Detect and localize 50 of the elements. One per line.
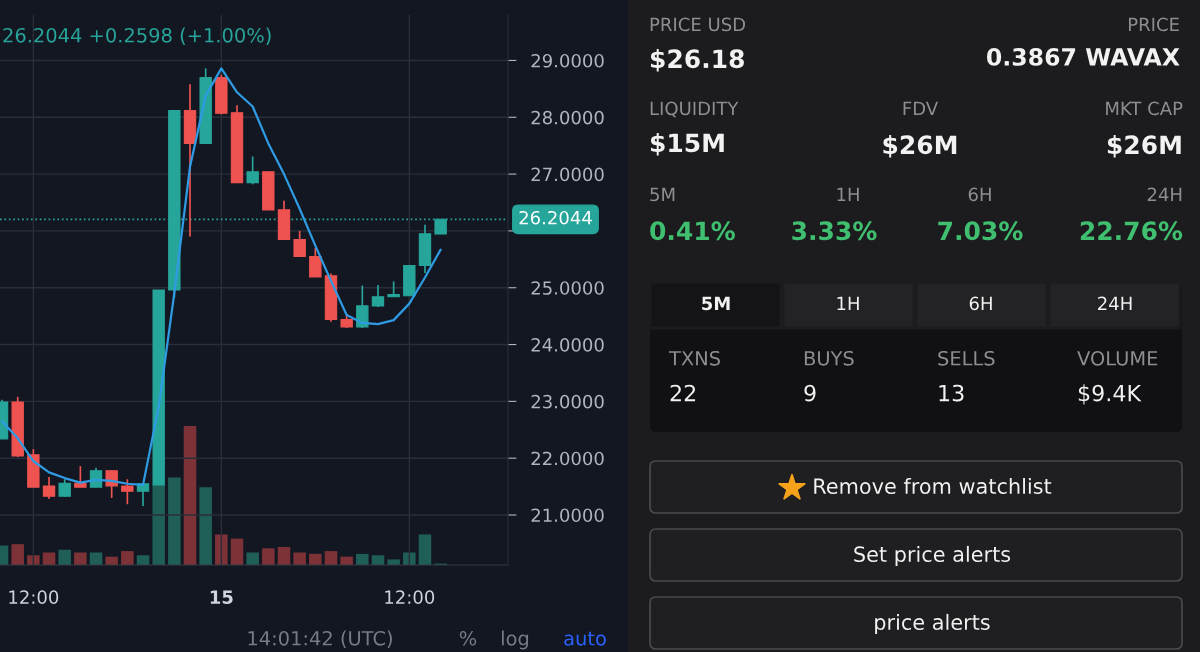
text: 13 [939,384,964,402]
x-tick-label: 15 [210,590,233,604]
text: FDV [903,101,939,115]
y-tick-label: 24.0000 [531,338,604,352]
text: 22.76% [1080,221,1183,241]
text: $15M [650,132,724,156]
text: 7.03% [938,221,1023,241]
text: 9 [804,384,816,402]
text: Remove from watchlist [814,477,1052,495]
text: $26.18 [650,48,744,72]
text: PRICE [1129,17,1179,32]
y-tick-label: 28.0000 [531,110,604,125]
text: Set price alerts [854,545,1011,567]
text: PRICE USD [650,17,746,32]
text: VOLUME [1077,350,1158,366]
text: TXNS [668,350,720,366]
text: 24H [1098,296,1132,310]
text: 6H [968,187,991,202]
x-tick-label: 12:00 [9,590,59,604]
text: 6H [969,296,992,311]
text: 1H [837,296,859,310]
y-tick-label: 22.0000 [531,451,604,466]
y-tick-label: 29.0000 [531,53,604,68]
text: 3.33% [792,221,877,241]
text: 0.3867 WAVAX [986,47,1180,66]
text: log [502,630,529,650]
text: $9.4K [1078,384,1142,405]
text: $26M [1107,134,1181,158]
text: price alerts [875,613,990,635]
ref-line-label: 26.2044 [519,210,592,225]
text: 22 [670,384,696,402]
text: 1H [837,187,859,201]
text: 14:01:42 (UTC) [248,630,392,648]
y-tick-label: 27.0000 [531,167,604,182]
text: SELLS [938,350,995,366]
text: BUYS [804,350,854,366]
text: 0.41% [650,221,735,241]
text: $26M [883,134,957,158]
y-tick-label: 23.0000 [531,394,604,409]
annotation: 26.2044 +0.2598 (+1.00%) [3,27,271,45]
text: auto [564,631,606,646]
y-tick-label: 21.0000 [531,508,604,523]
text: MKT CAP [1106,101,1183,116]
text: 5M [702,296,730,311]
text: % [459,630,477,646]
text: LIQUIDITY [650,101,739,118]
y-tick-label: 25.0000 [531,281,604,295]
text: 5M [650,187,675,202]
x-tick-label: 12:00 [385,590,435,604]
text: 24H [1147,187,1182,201]
